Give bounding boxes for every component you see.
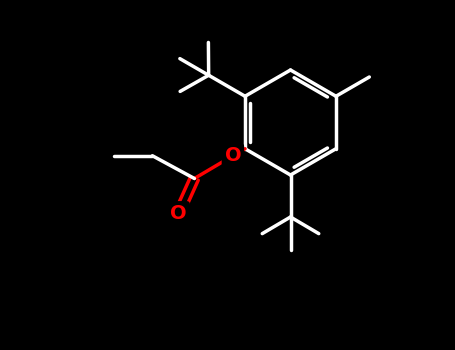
Text: O: O [170, 204, 187, 223]
Text: O: O [225, 146, 241, 165]
